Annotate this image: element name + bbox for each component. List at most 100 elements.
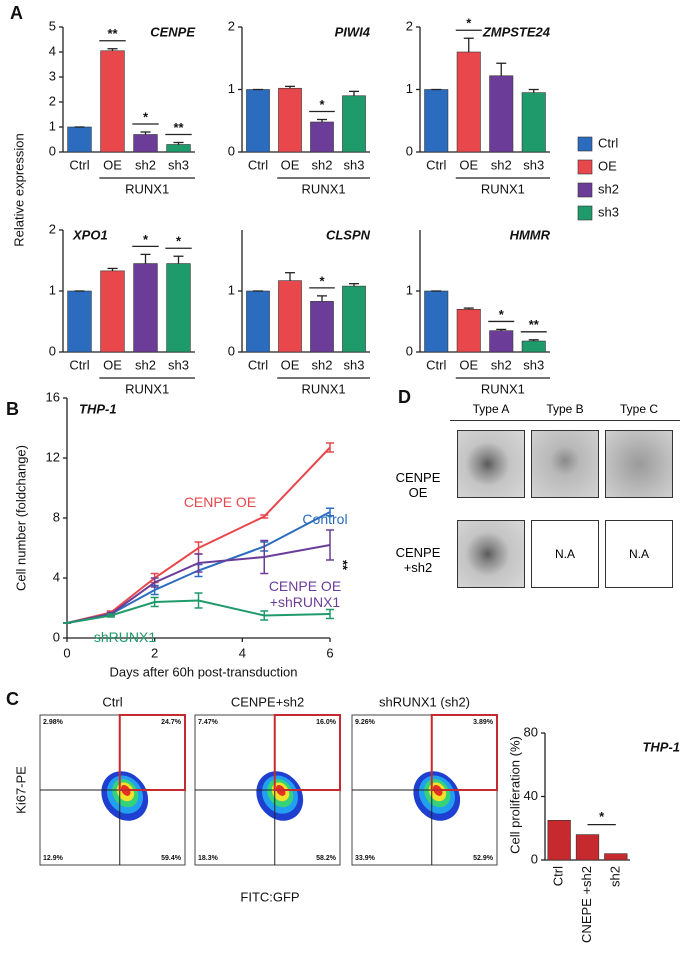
legend-swatch (577, 182, 593, 198)
y-tick-label: 0 (53, 629, 60, 644)
y-tick-label: 16 (46, 389, 60, 404)
series-label: shRUNX1 (93, 629, 157, 645)
quadrant-value: 3.89% (473, 719, 494, 726)
y-tick-label: 3 (49, 68, 56, 83)
x-tick-label: OE (103, 157, 122, 172)
gate (273, 714, 341, 791)
bar (575, 834, 600, 861)
quadrant-value: 52.9% (473, 855, 494, 862)
bar (342, 285, 366, 353)
quadrant-value: 16.0% (316, 719, 337, 726)
chart-title: XPO1 (72, 227, 108, 242)
quadrant-value: 59.4% (161, 855, 182, 862)
y-axis-label: Ki67-PE (13, 766, 28, 814)
plot-title: CENPE+sh2 (231, 694, 304, 709)
x-tick-label: sh3 (168, 157, 189, 172)
significance: ** (107, 26, 118, 41)
y-tick-label: 0 (531, 851, 538, 866)
micrograph (531, 430, 599, 498)
y-tick-label: 5 (49, 18, 56, 33)
quadrant-value: 18.3% (198, 855, 219, 862)
bar (489, 330, 514, 353)
panel-label: D (398, 387, 411, 407)
bar (246, 89, 270, 153)
y-tick-label: 40 (524, 788, 538, 803)
annotation: THP-1 (79, 401, 117, 416)
chart-title: ZMPSTE24 (482, 24, 551, 39)
bar (547, 820, 571, 861)
x-tick-label: sh2 (491, 357, 512, 372)
y-tick-label: 80 (524, 724, 538, 739)
significance: ** (173, 120, 184, 135)
x-axis-label: FITC:GFP (240, 889, 299, 904)
bar (489, 75, 514, 153)
bar (604, 853, 628, 861)
significance: ** (336, 560, 351, 571)
column-header: Type A (472, 402, 510, 416)
row-label: CENPE OE (395, 470, 441, 500)
significance: * (466, 16, 472, 31)
y-tick-label: 2 (49, 93, 56, 108)
group-label: RUNX1 (481, 381, 525, 396)
quadrant-value: 9.26% (355, 719, 376, 726)
x-tick-label: sh3 (344, 357, 365, 372)
y-tick-label: 4 (49, 43, 56, 58)
chart-title: HMMR (510, 227, 551, 242)
x-tick-label: 2 (151, 645, 158, 660)
y-axis-label: Cell proliferation (%) (507, 736, 522, 854)
legend-swatch (577, 159, 593, 175)
bar (424, 89, 449, 153)
x-tick-label: OE (459, 157, 478, 172)
chart-title: CENPE (150, 24, 195, 39)
x-tick-label: sh2 (135, 357, 156, 372)
x-tick-label: OE (103, 357, 122, 372)
empty-cell: N.A (605, 520, 673, 588)
x-tick-label: CNEPE +sh2 (579, 866, 594, 943)
y-tick-label: 0 (406, 343, 413, 358)
y-tick-label: 12 (46, 449, 60, 464)
micrograph (457, 430, 525, 498)
y-axis-label: Relative expression (11, 133, 26, 246)
chart-title: CLSPN (326, 227, 371, 242)
significance: * (143, 109, 149, 124)
legend-label: sh3 (598, 204, 619, 219)
y-tick-label: 0 (406, 143, 413, 158)
bar (521, 340, 546, 353)
y-tick-label: 1 (49, 282, 56, 297)
chart-title: PIWI4 (335, 24, 371, 39)
x-tick-label: Ctrl (69, 357, 89, 372)
x-tick-label: sh3 (523, 157, 544, 172)
group-label: RUNX1 (481, 181, 525, 196)
x-tick-label: 0 (63, 645, 70, 660)
x-tick-label: sh2 (607, 866, 622, 887)
legend-label: Ctrl (598, 135, 618, 150)
bar (310, 301, 334, 353)
y-tick-label: 0 (49, 143, 56, 158)
bar (310, 121, 334, 153)
x-tick-label: 4 (239, 645, 246, 660)
bar (246, 290, 270, 353)
significance: * (176, 234, 182, 249)
y-axis-label: Cell number (foldchange) (13, 445, 28, 591)
series-label: Control (302, 511, 348, 527)
bar (100, 50, 125, 153)
quadrant-value: 12.9% (43, 855, 64, 862)
bar (133, 263, 158, 353)
x-tick-label: Ctrl (426, 157, 446, 172)
x-tick-label: sh2 (312, 157, 333, 172)
row-label: CENPE +sh2 (395, 545, 441, 575)
x-tick-label: sh2 (491, 157, 512, 172)
bar (166, 144, 191, 153)
x-tick-label: OE (281, 357, 300, 372)
series-label: CENPE OE +shRUNX1 (268, 578, 342, 610)
bar (342, 95, 366, 153)
x-tick-label: Ctrl (248, 357, 268, 372)
x-axis-label: Days after 60h post-transduction (110, 664, 298, 679)
y-tick-label: 2 (406, 18, 413, 33)
x-tick-label: Ctrl (248, 157, 268, 172)
bar (166, 263, 191, 353)
x-tick-label: sh3 (523, 357, 544, 372)
y-tick-label: 1 (406, 282, 413, 297)
significance: ** (529, 317, 540, 332)
